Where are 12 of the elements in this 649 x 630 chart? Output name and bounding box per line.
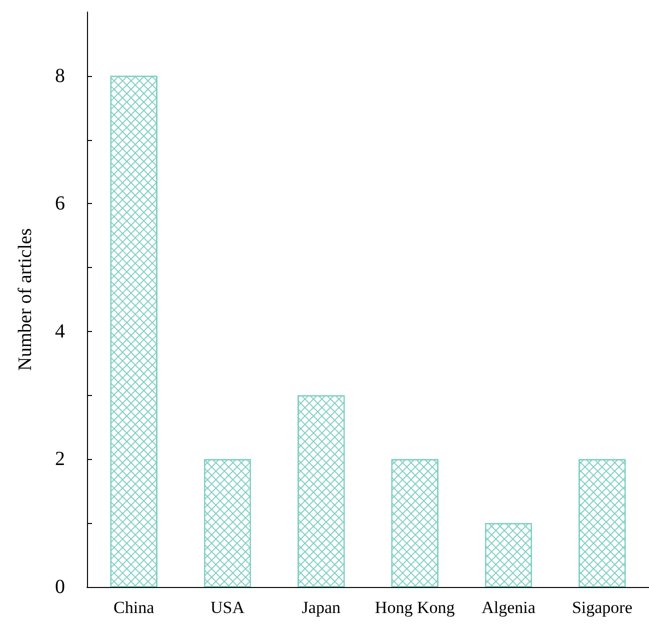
y-tick-label: 6 — [55, 192, 65, 215]
x-tick-label: Japan — [302, 598, 342, 617]
x-tick-label: Hong Kong — [374, 598, 456, 617]
y-tick-label: 4 — [55, 320, 65, 342]
y-tick-label: 8 — [55, 64, 65, 87]
y-axis-title: Number of articles — [15, 228, 36, 371]
x-tick-label: Algenia — [482, 598, 536, 617]
x-tick-label: China — [114, 598, 155, 617]
x-tick-label: Sigapore — [572, 598, 632, 617]
y-tick-label: 0 — [55, 576, 65, 598]
y-tick-label: 2 — [55, 448, 65, 470]
x-tick-label: USA — [210, 598, 246, 617]
